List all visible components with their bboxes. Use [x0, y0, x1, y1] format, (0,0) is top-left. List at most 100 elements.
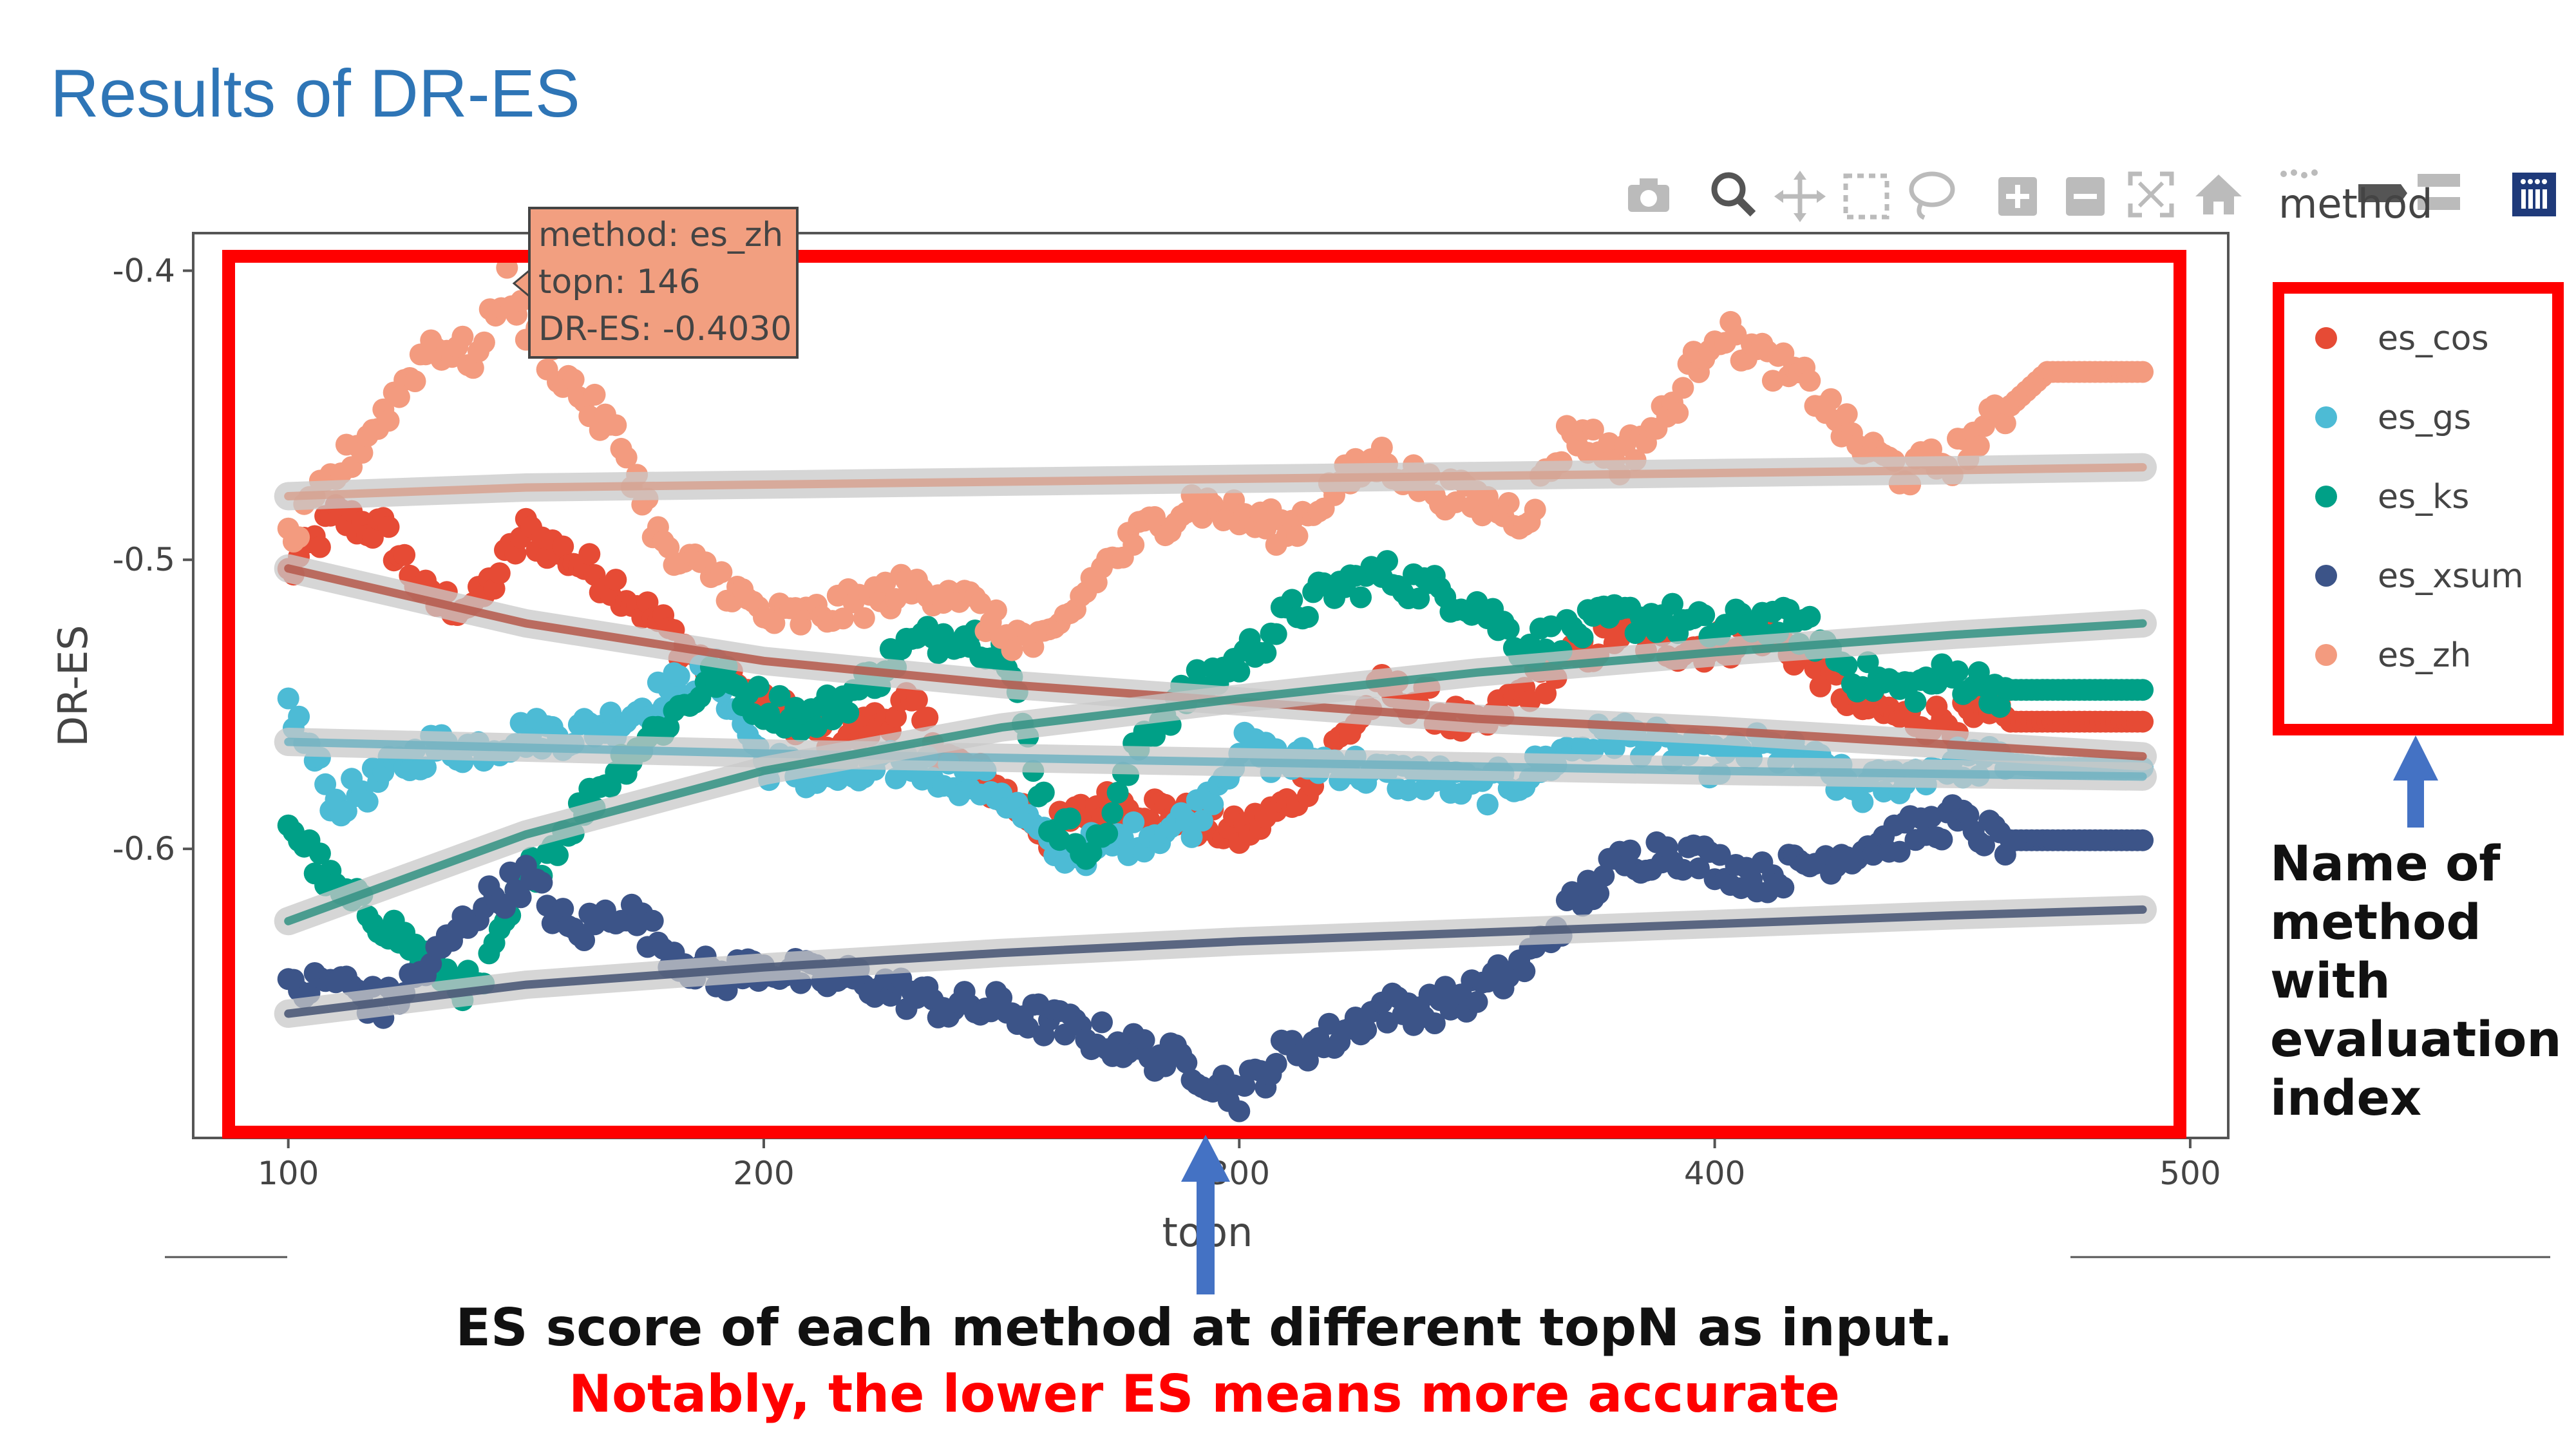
es_ks-point[interactable]: [837, 701, 860, 724]
autoscale-icon[interactable]: [2128, 171, 2174, 218]
es_zh-point[interactable]: [710, 561, 733, 583]
es_zh-point[interactable]: [853, 607, 875, 629]
camera-icon[interactable]: [1628, 178, 1669, 212]
es_ks-point[interactable]: [1350, 586, 1372, 609]
es_gs-point[interactable]: [1175, 809, 1198, 831]
es_xsum-point[interactable]: [1513, 960, 1536, 983]
es_cos-point[interactable]: [2132, 710, 2154, 733]
legend[interactable]: es_cos es_gs es_ks es_xsum es_zh: [2315, 319, 2524, 675]
es_zh-point[interactable]: [1835, 403, 1858, 426]
plotly-logo-icon[interactable]: [2512, 173, 2556, 216]
es_gs-point[interactable]: [288, 705, 310, 728]
es_ks-point[interactable]: [768, 685, 791, 707]
es_ks-point[interactable]: [747, 676, 770, 698]
es_xsum-point[interactable]: [1154, 1055, 1177, 1077]
legend-item-es_xsum[interactable]: es_xsum: [2315, 557, 2524, 596]
es_gs-point[interactable]: [314, 773, 337, 795]
es_ks-point[interactable]: [1693, 604, 1716, 627]
es_xsum-point[interactable]: [1466, 990, 1488, 1013]
series-es_xsum[interactable]: [277, 794, 2154, 1122]
es_ks-point[interactable]: [1080, 842, 1103, 864]
es_ks-point[interactable]: [2132, 679, 2154, 701]
es_xsum-point[interactable]: [1688, 857, 1710, 880]
es_ks-point[interactable]: [1989, 696, 2011, 718]
lasso-select-icon[interactable]: [1909, 171, 1955, 220]
es_gs-point[interactable]: [277, 687, 299, 710]
es_zh-point[interactable]: [615, 446, 638, 469]
es_xsum-point[interactable]: [531, 871, 553, 894]
es_ks-point[interactable]: [1662, 592, 1683, 615]
es_xsum-point[interactable]: [1265, 1052, 1287, 1075]
es_zh-point[interactable]: [1820, 388, 1842, 410]
es_ks-point[interactable]: [1904, 690, 1927, 713]
es_cos-point[interactable]: [361, 527, 384, 549]
es_gs-point[interactable]: [1202, 793, 1224, 815]
es_gs-point[interactable]: [1603, 737, 1625, 759]
es_xsum-point[interactable]: [641, 909, 664, 932]
es_zh-point[interactable]: [451, 325, 474, 348]
es_zh-point[interactable]: [1122, 534, 1145, 556]
es_xsum-point[interactable]: [494, 896, 516, 919]
es_zh-point[interactable]: [510, 290, 533, 312]
es_zh-point[interactable]: [377, 410, 400, 432]
es_zh-point[interactable]: [605, 414, 627, 437]
es_zh-point[interactable]: [1672, 377, 1694, 399]
es_cos-point[interactable]: [488, 562, 511, 585]
es_zh-point[interactable]: [1994, 412, 2016, 435]
es_cos-point[interactable]: [552, 535, 574, 558]
es_zh-point[interactable]: [562, 368, 585, 391]
es_zh-point[interactable]: [404, 370, 426, 392]
es_zh-point[interactable]: [832, 607, 854, 630]
es_ks-point[interactable]: [1106, 781, 1129, 804]
es_zh-point[interactable]: [288, 526, 310, 549]
es_cos-point[interactable]: [916, 706, 939, 729]
es_xsum-point[interactable]: [420, 952, 442, 975]
es_ks-point[interactable]: [1571, 626, 1594, 649]
es_ks-point[interactable]: [1296, 606, 1319, 628]
es_gs-point[interactable]: [1397, 779, 1419, 802]
es_cos-point[interactable]: [377, 516, 400, 538]
es_cos-point[interactable]: [578, 543, 601, 565]
es_xsum-point[interactable]: [1888, 840, 1911, 863]
es_cos-point[interactable]: [905, 688, 928, 711]
es_gs-point[interactable]: [415, 756, 437, 779]
es_gs-point[interactable]: [1476, 793, 1499, 816]
es_xsum-point[interactable]: [715, 979, 738, 1001]
es_cos-point[interactable]: [1809, 675, 1832, 697]
es_zh-point[interactable]: [790, 613, 812, 636]
zoom-in-icon[interactable]: [1998, 177, 2037, 216]
es_ks-point[interactable]: [1281, 589, 1303, 611]
es_gs-point[interactable]: [1852, 791, 1874, 813]
legend-item-es_ks[interactable]: es_ks: [2315, 478, 2469, 516]
legend-item-es_zh[interactable]: es_zh: [2315, 636, 2471, 675]
es_xsum-point[interactable]: [1091, 1011, 1113, 1034]
es_zh-point[interactable]: [462, 357, 484, 379]
es_ks-point[interactable]: [1857, 651, 1879, 674]
hover-compare-icon[interactable]: [2418, 174, 2460, 210]
spike-lines-icon[interactable]: [2280, 169, 2318, 178]
pan-icon[interactable]: [1774, 171, 1826, 222]
es_xsum-point[interactable]: [2132, 829, 2154, 851]
es_xsum-point[interactable]: [1672, 858, 1694, 881]
es_xsum-point[interactable]: [1355, 1019, 1378, 1041]
es_xsum-point[interactable]: [509, 886, 532, 909]
es_ks-point[interactable]: [1376, 550, 1398, 573]
es_ks-point[interactable]: [1096, 822, 1119, 845]
es_xsum-point[interactable]: [1133, 1029, 1155, 1052]
zoom-icon[interactable]: [1711, 172, 1756, 217]
es_xsum-point[interactable]: [1619, 839, 1642, 862]
es_ks-point[interactable]: [1497, 618, 1520, 640]
es_zh-point[interactable]: [1725, 323, 1747, 346]
es_gs-point[interactable]: [1191, 810, 1213, 832]
es_zh-point[interactable]: [1799, 370, 1821, 392]
es_gs-point[interactable]: [1122, 811, 1145, 833]
es_cos-point[interactable]: [308, 536, 331, 558]
es_xsum-point[interactable]: [1593, 865, 1615, 887]
es_zh-point[interactable]: [1598, 432, 1620, 455]
es_ks-point[interactable]: [1408, 587, 1430, 610]
hover-closest-icon[interactable]: [2358, 184, 2407, 202]
es_ks-point[interactable]: [1032, 781, 1055, 804]
es_zh-point[interactable]: [473, 331, 495, 354]
es_xsum-point[interactable]: [552, 898, 574, 920]
es_ks-point[interactable]: [1835, 654, 1858, 677]
